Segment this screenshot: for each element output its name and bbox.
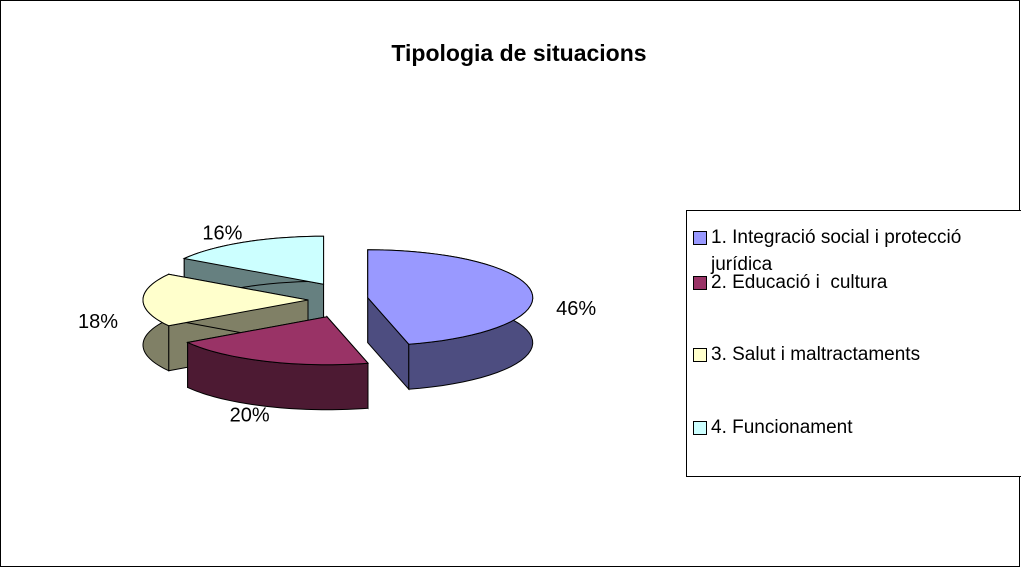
legend-item: 4. Funcionament: [693, 414, 1021, 441]
data-label: 46%: [556, 298, 596, 320]
slice-top: [182, 235, 325, 285]
slice-top: [185, 316, 370, 366]
legend-label: 2. Educació i cultura: [711, 272, 888, 293]
data-label: 18%: [78, 311, 118, 333]
slice-top: [142, 273, 309, 327]
legend-swatch: [693, 231, 707, 245]
slice: [367, 249, 534, 391]
data-label: 16%: [202, 222, 242, 244]
slice: [185, 315, 370, 411]
legend-item: 1. Integració social i protecció jurídic…: [693, 224, 1001, 278]
legend-swatch: [693, 348, 707, 362]
legend-label: 3. Salut i maltractaments: [711, 344, 921, 365]
legend-label: 4. Funcionament: [711, 417, 853, 438]
legend-label: 1. Integració social i protecció jurídic…: [711, 227, 967, 275]
legend-swatch: [693, 276, 707, 290]
data-label: 20%: [230, 405, 270, 427]
legend-item: 2. Educació i cultura: [693, 269, 1021, 296]
legend-swatch: [693, 421, 707, 435]
slice-top: [367, 249, 534, 345]
legend-item: 3. Salut i maltractaments: [693, 341, 1021, 368]
chart-title: Tipologia de situacions: [391, 40, 646, 66]
legend: 1. Integració social i protecció jurídic…: [686, 210, 1021, 477]
